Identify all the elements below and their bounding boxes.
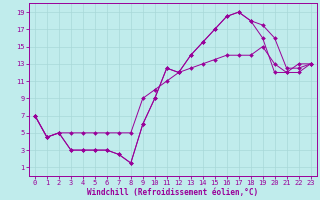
X-axis label: Windchill (Refroidissement éolien,°C): Windchill (Refroidissement éolien,°C) bbox=[87, 188, 258, 197]
